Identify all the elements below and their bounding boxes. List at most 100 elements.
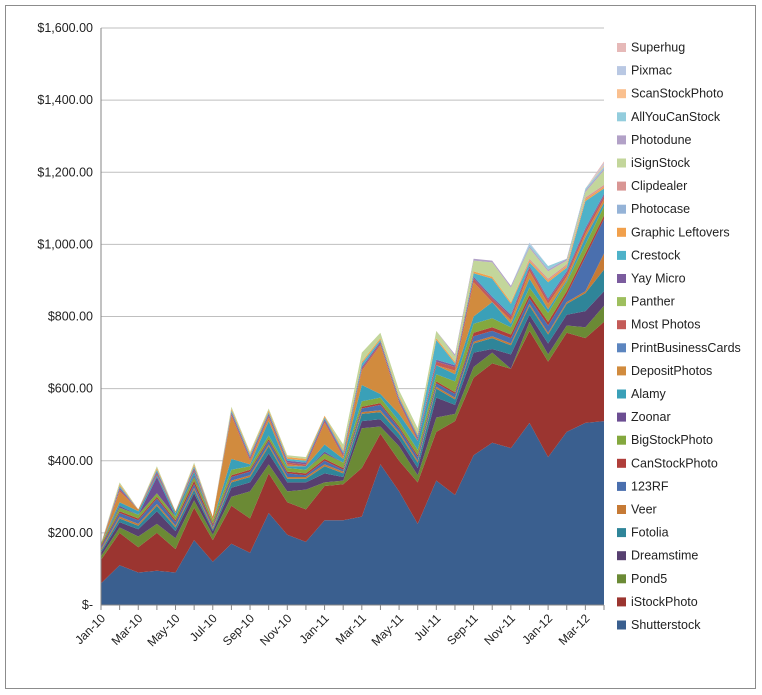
legend-label: Veer — [631, 503, 657, 517]
x-tick-label: Sep-11 — [444, 611, 481, 648]
legend-swatch — [617, 250, 626, 260]
legend-label: Panther — [631, 295, 675, 309]
area-pond5 — [101, 305, 604, 560]
legend-swatch — [617, 389, 626, 399]
legend-item: DepositPhotos — [617, 364, 712, 378]
axes — [100, 28, 605, 610]
legend-swatch — [617, 43, 626, 52]
legend-label: CanStockPhoto — [631, 456, 718, 470]
area-depositphotos — [101, 199, 604, 544]
legend-label: Pond5 — [631, 572, 667, 586]
legend-swatch — [617, 412, 626, 422]
legend-label: Alamy — [631, 387, 666, 401]
x-axis-tick-labels: Jan-10 Mar-10 May-10 Jul-10 Sep-10 Nov-10 Jan-… — [72, 611, 592, 649]
legend-swatch — [617, 297, 626, 307]
area-istockphoto — [101, 321, 604, 584]
legend-label: ScanStockPhoto — [631, 87, 723, 101]
x-tick-label: Jul-11 — [411, 611, 444, 644]
legend-label: Crestock — [631, 248, 681, 262]
legend-label: iStockPhoto — [631, 595, 698, 609]
legend-item: PrintBusinessCards — [617, 341, 741, 355]
area-isignstock — [101, 170, 604, 544]
x-tick-label: Jan-10 — [72, 611, 108, 647]
legend-swatch — [617, 597, 626, 607]
legend-label: Superhug — [631, 41, 685, 55]
y-tick-label: $800.00 — [48, 310, 93, 324]
legend-label: Most Photos — [631, 318, 700, 332]
legend-swatch — [617, 320, 626, 330]
legend-item: Dreamstime — [617, 549, 698, 563]
legend-swatch — [617, 204, 626, 214]
legend-item: 123RF — [617, 479, 669, 493]
legend-swatch — [617, 505, 626, 514]
legend-swatch — [617, 343, 626, 353]
legend-item: iSignStock — [617, 156, 691, 170]
legend-swatch — [617, 227, 626, 237]
legend-item: AllYouCanStock — [617, 110, 721, 124]
legend-label: Photocase — [631, 202, 690, 216]
area-series — [101, 161, 604, 605]
legend-item: Pixmac — [617, 64, 672, 78]
legend-item: Fotolia — [617, 526, 669, 540]
legend-item: iStockPhoto — [617, 595, 698, 609]
legend-swatch — [617, 458, 626, 468]
legend-swatch — [617, 574, 626, 584]
legend-swatch — [617, 89, 626, 99]
legend-swatch — [617, 551, 626, 561]
legend-item: Clipdealer — [617, 179, 687, 193]
legend-item: Graphic Leftovers — [617, 225, 730, 239]
legend-label: Yay Micro — [631, 272, 686, 286]
y-axis-tick-labels: $- $200.00 $400.00 $600.00 $800.00 $1,000.00 $… — [37, 21, 93, 612]
legend-swatch — [617, 181, 626, 191]
legend-swatch — [617, 366, 626, 376]
legend-item: ScanStockPhoto — [617, 87, 723, 101]
legend-label: Graphic Leftovers — [631, 225, 730, 239]
x-tick-label: Jul-10 — [187, 611, 220, 644]
y-tick-label: $400.00 — [48, 454, 93, 468]
legend-swatch — [617, 528, 626, 538]
x-tick-label: Nov-11 — [481, 611, 518, 648]
x-tick-label: Sep-10 — [220, 611, 257, 648]
legend-item: Photodune — [617, 133, 692, 147]
legend-label: Clipdealer — [631, 179, 687, 193]
legend-swatch — [617, 66, 626, 76]
x-tick-label: Jan-11 — [296, 611, 331, 646]
x-tick-label: Mar-12 — [556, 611, 593, 648]
y-tick-label: $1,000.00 — [37, 237, 93, 251]
area-crestock — [101, 188, 604, 544]
legend-label: BigStockPhoto — [631, 433, 713, 447]
legend-item: Panther — [617, 295, 675, 309]
area-dreamstime — [101, 291, 604, 557]
legend-swatch — [617, 435, 626, 445]
legend-swatch — [617, 620, 626, 630]
legend-item: Most Photos — [617, 318, 700, 332]
legend-label: Dreamstime — [631, 549, 698, 563]
legend-label: DepositPhotos — [631, 364, 712, 378]
x-tick-label: May-10 — [144, 611, 182, 649]
legend-item: Alamy — [617, 387, 666, 401]
legend-item: CanStockPhoto — [617, 456, 718, 470]
legend-swatch — [617, 135, 626, 145]
x-tick-label: Jan-12 — [519, 611, 555, 647]
chart-frame: $- $200.00 $400.00 $600.00 $800.00 $1,000.00 $… — [5, 5, 756, 689]
x-tick-label: Mar-10 — [109, 611, 146, 648]
x-tick-label: Mar-11 — [333, 611, 369, 647]
legend-label: Fotolia — [631, 526, 669, 540]
legend-swatch — [617, 274, 626, 283]
legend-label: Zoonar — [631, 410, 671, 424]
y-tick-label: $- — [82, 598, 93, 612]
y-tick-label: $600.00 — [48, 382, 93, 396]
legend-label: Shutterstock — [631, 618, 701, 632]
gridlines — [101, 27, 604, 534]
legend-label: 123RF — [631, 479, 669, 493]
x-tick-label: May-11 — [369, 611, 407, 649]
legend-item: Shutterstock — [617, 618, 701, 632]
legend-item: Veer — [617, 503, 657, 517]
legend-swatch — [617, 158, 626, 168]
legend-label: AllYouCanStock — [631, 110, 721, 124]
legend: Superhug Pixmac ScanStockPhoto AllYouCanSto… — [617, 41, 741, 632]
legend-swatch — [617, 112, 626, 122]
y-tick-label: $1,400.00 — [37, 93, 93, 107]
legend-label: PrintBusinessCards — [631, 341, 741, 355]
legend-item: BigStockPhoto — [617, 433, 713, 447]
